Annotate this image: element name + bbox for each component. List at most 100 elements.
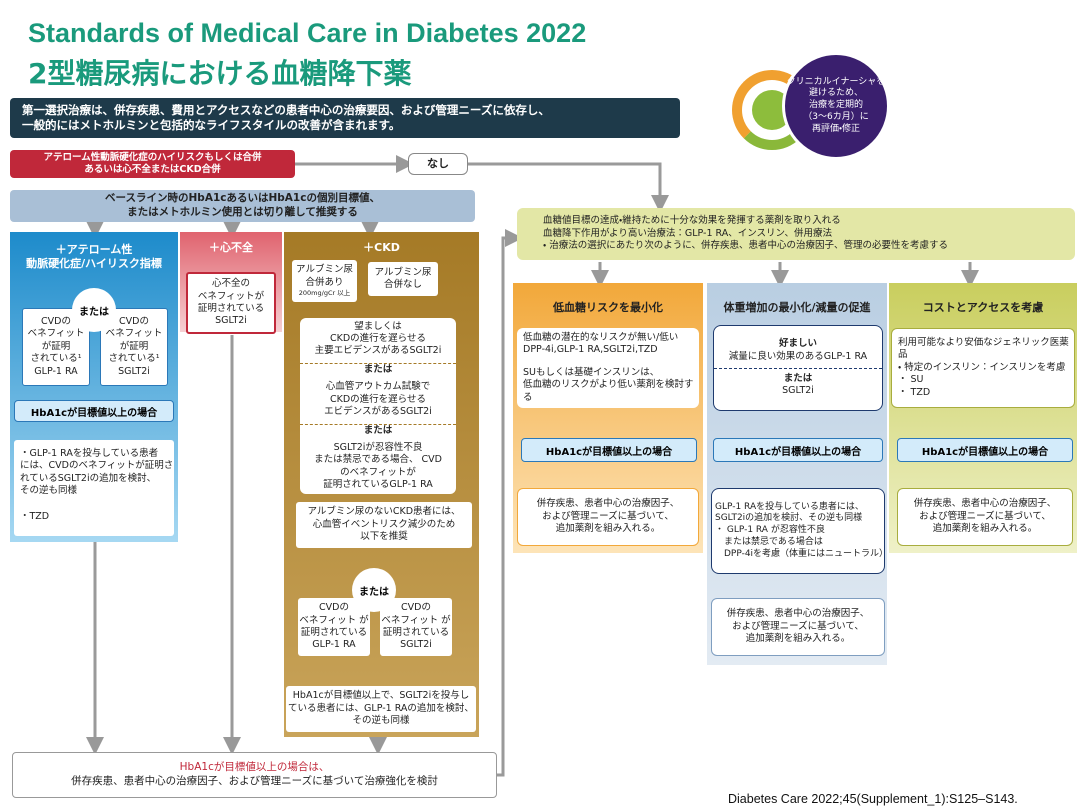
text-line: されている¹ xyxy=(108,353,160,365)
ckd-albuminuria: アルブミン尿 合併あり 200mg/gCr 以上 xyxy=(292,260,357,302)
text-line: ・ GLP-1 RA が忍容性不良 xyxy=(715,525,825,536)
text-line: ている患者には、GLP-1 RAの追加を検討、 xyxy=(288,702,474,714)
text-line: またはメトホルミン使用とは切り離して推奨する xyxy=(127,206,358,218)
text-line: 利用可能なより安価なジェネリック医薬品 xyxy=(898,337,1069,361)
ckd-next: HbA1cが目標値以上で、SGLT2iを投与し ている患者には、GLP-1 RAの… xyxy=(286,686,476,732)
text-line: 証明されている xyxy=(382,627,450,638)
hypo-option-text: 低血糖の潜在的なリスクが無い/低い DPP-4i,GLP-1 RA,SGLT2i,… xyxy=(523,332,678,357)
text-line: および管理ニーズに基づいて、 xyxy=(732,620,864,632)
ckd-albuminuria-note: 200mg/gCr 以上 xyxy=(298,289,351,298)
ckd-or: または xyxy=(352,568,396,612)
ascvd-or: または xyxy=(72,288,116,332)
weight-next: GLP-1 RAを投与している患者には、 SGLT2iの追加を検討、その逆も同様・… xyxy=(711,488,889,574)
text-line: その逆も同様 xyxy=(352,715,410,727)
ckd-preferred: 望ましくは CKDの進行を遅らせる 主要エビデンスがあるSGLT2i xyxy=(315,321,442,358)
text-line: （3～6カ月）に xyxy=(803,111,869,122)
text-line: 第一選択治療は、併存疾患、費用とアクセスなどの患者中心の治療要因、および管理ニー… xyxy=(22,103,550,118)
text-line: ベネフィット xyxy=(105,328,163,340)
text-line: SGLT2i xyxy=(118,365,150,377)
ckd-option-a: CVDの ベネフィット が証明されている GLP-1 RA xyxy=(298,598,370,656)
text-line: 証明されている xyxy=(197,303,265,314)
ascvd-option-b: CVDの ベネフィット が証明 されている¹ SGLT2i xyxy=(100,308,168,386)
hypo-hba1c: HbA1cが目標値以上の場合 xyxy=(521,438,697,462)
text-line: 証明されているGLP-1 RA xyxy=(323,479,433,491)
weight-option-a: 減量に良い効果のあるGLP-1 RA xyxy=(728,350,868,362)
text-line: ・ 特定のインスリン：インスリンを考慮 xyxy=(898,361,1066,373)
cost-option: 利用可能なより安価なジェネリック医薬品・ 特定のインスリン：インスリンを考慮・ … xyxy=(891,328,1075,408)
text-line: ・ TZD xyxy=(898,386,931,398)
text-line: 主要エビデンスがあるSGLT2i xyxy=(314,345,442,357)
ckd-options: 望ましくは CKDの進行を遅らせる 主要エビデンスがあるSGLT2i または 心血管… xyxy=(300,318,456,494)
text-line: および管理ニーズに基づいて、 xyxy=(542,510,674,522)
ckd-option-b: CVDの ベネフィット が証明されている SGLT2i xyxy=(380,598,452,656)
weight-or: または xyxy=(714,368,882,385)
text-line: 以下を推奨 xyxy=(360,531,408,543)
text-line: ・ SU xyxy=(898,374,924,386)
hypo-option-note: SUもしくは基礎インスリンは、 低血糖のリスクがより低い薬剤を検討する xyxy=(523,367,699,404)
text-line: ベネフィット が xyxy=(299,614,369,626)
text-line: ベネフィット xyxy=(27,328,85,340)
text-line: 併存疾患、患者中心の治療因子、 xyxy=(913,498,1057,510)
text-line: 望ましくは xyxy=(354,320,402,332)
text-line: 追加薬剤を組み入れる。 xyxy=(932,523,1038,535)
text-line: アルブミン尿 xyxy=(296,264,353,276)
ascvd-header: ＋アテローム性 動脈硬化症/ハイリスク指標 xyxy=(10,240,178,274)
text-line: 合併なし xyxy=(383,279,422,290)
cost-hba1c: HbA1cが目標値以上の場合 xyxy=(897,438,1073,462)
text-line: 心血管イベントリスク減少のため xyxy=(312,518,456,530)
text-line: CKDの進行を遅らせる xyxy=(330,393,426,405)
text-line: GLP-1 RA xyxy=(34,365,78,377)
cost-next: 併存疾患、患者中心の治療因子、 および管理ニーズに基づいて、 追加薬剤を組み入れる。 xyxy=(897,488,1073,546)
text-line: SGLT2iの追加を検討、その逆も同様 xyxy=(715,513,863,524)
hf-option: 心不全の ベネフィットが 証明されている SGLT2i xyxy=(186,272,276,334)
ckd-header: ＋CKD xyxy=(363,240,400,254)
text-line: 動脈硬化症/ハイリスク指標 xyxy=(26,257,162,270)
ckd-or1: または xyxy=(300,362,456,376)
text-line: 心血管アウトカム試験で xyxy=(325,381,431,393)
intensify-text: 併存疾患、患者中心の治療因子、および管理ニーズに基づいて治療強化を検討 xyxy=(71,775,438,787)
hypo-option: 低血糖の潜在的なリスクが無い/低い DPP-4i,GLP-1 RA,SGLT2i,… xyxy=(517,328,699,408)
text-line: ・ 治療法の選択にあたり次のように、併存疾患、患者中心の治療因子、管理の必要性を… xyxy=(543,240,948,252)
text-line: または禁忌である場合は xyxy=(715,536,823,547)
text-line: 追加薬剤を組み入れる。 xyxy=(555,523,661,535)
weight-header: 体重増加の最小化/減量の促進 xyxy=(723,300,871,314)
text-line: 一般的にはメトホルミンと包括的なライフスタイルの改善が含まれます。 xyxy=(22,118,401,132)
hf-header: ＋心不全 xyxy=(209,240,253,254)
intro: 第一選択治療は、併存疾患、費用とアクセスなどの患者中心の治療要因、および管理ニー… xyxy=(10,98,680,138)
text-line: SGLT2i xyxy=(400,639,432,651)
text-line: アテローム性動脈硬化症のハイリスクもしくは合併 xyxy=(43,151,262,163)
text-line: CVDの xyxy=(119,316,149,328)
ascvd-hba1c: HbA1cが目標値以上の場合 xyxy=(14,400,174,422)
text-line: その逆も同様 xyxy=(20,485,78,497)
text-line: DPP-4iを考慮（体重にはニュートラル） xyxy=(715,548,889,559)
text-line: GLP-1 RAを投与している患者には、 xyxy=(715,501,864,512)
text-line: DPP-4i,GLP-1 RA,SGLT2i,TZD xyxy=(523,344,658,356)
text-line: HbA1cが目標値以上で、SGLT2iを投与し xyxy=(292,690,470,702)
intensify: HbA1cが目標値以上の場合は、 併存疾患、患者中心の治療因子、および管理ニーズ… xyxy=(12,752,497,798)
text-line: 証明されている xyxy=(300,627,368,638)
text-line: SGLT2iが忍容性不良 xyxy=(333,442,423,454)
text-line: SUもしくは基礎インスリンは、 xyxy=(523,366,660,378)
text-line: のベネフィットが xyxy=(340,466,416,478)
text-line: 心不全の xyxy=(211,278,250,290)
weight-hba1c: HbA1cが目標値以上の場合 xyxy=(713,438,883,462)
hypo-next: 併存疾患、患者中心の治療因子、 および管理ニーズに基づいて、 追加薬剤を組み入れる。 xyxy=(517,488,699,546)
ckd-alt2: SGLT2iが忍容性不良 または禁忌である場合、 CVD のベネフィットが 証明されて… xyxy=(314,442,442,491)
text-line: CKDの進行を遅らせる xyxy=(330,332,426,344)
ascvd-next-text: ・GLP-1 RAを投与している患者 には、CVDのベネフィットが証明さ れているS… xyxy=(20,448,173,497)
text-line: 低血糖のリスクがより低い薬剤を検討する xyxy=(523,379,694,403)
text-line: れているSGLT2iの追加を検討、 xyxy=(20,472,157,484)
baseline: ベースライン時のHbA1cあるいはHbA1cの個別目標値、 またはメトホルミン使用… xyxy=(10,190,475,222)
intensify-lead: HbA1cが目標値以上の場合は、 xyxy=(179,761,330,774)
weight-final: 併存疾患、患者中心の治療因子、 および管理ニーズに基づいて、 追加薬剤を組み入れる。 xyxy=(711,598,885,656)
cost-header: コストとアクセスを考慮 xyxy=(922,300,1044,314)
text-line: が証明 xyxy=(119,340,149,352)
ckd-alt1: 心血管アウトカム試験で CKDの進行を遅らせる エビデンスがあるSGLT2i xyxy=(324,381,432,418)
text-line: GLP-1 RA xyxy=(312,639,356,651)
text-line: または禁忌である場合、 CVD xyxy=(314,454,442,466)
text-line: 再評価・修正 xyxy=(811,123,861,134)
ckd-no-alb-text: アルブミン尿のないCKD患者には、 心血管イベントリスク減少のため 以下を推奨 xyxy=(296,502,472,548)
text-line: ・GLP-1 RAを投与している患者 xyxy=(20,448,159,459)
condition: アテローム性動脈硬化症のハイリスクもしくは合併 あるいは心不全またはCKD合併 xyxy=(10,150,295,178)
reminder: クリニカルイナーシャを 避けるため、 治療を定期的 （3～6カ月）に 再評価・修正 xyxy=(782,52,890,160)
